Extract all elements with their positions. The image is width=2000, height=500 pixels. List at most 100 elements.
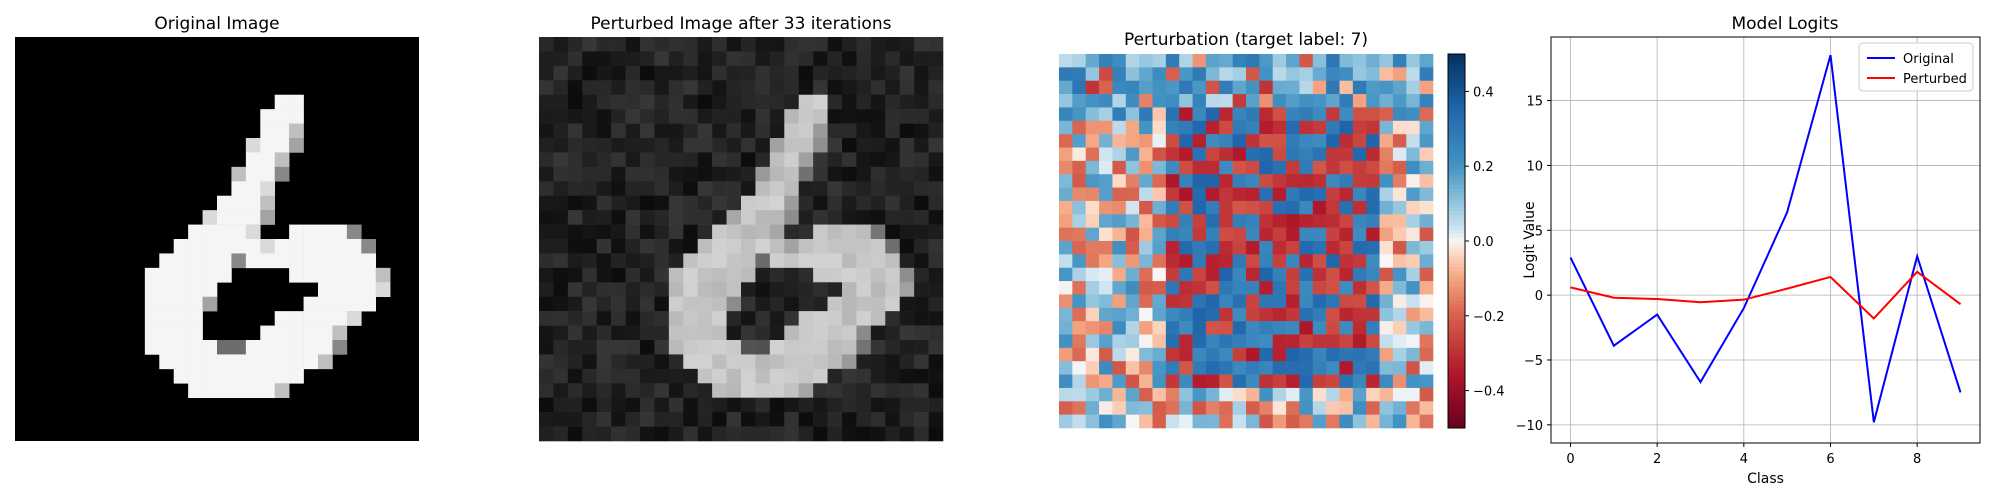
heat-cell (1246, 374, 1260, 389)
pixel (303, 311, 319, 326)
heat-cell (1059, 241, 1073, 255)
pixel (625, 195, 641, 211)
pixel (683, 354, 699, 370)
pixel (332, 267, 348, 283)
heat-cell (1219, 54, 1233, 68)
heat-cell (1366, 254, 1380, 269)
pixel (726, 253, 742, 269)
heat-cell (1419, 334, 1434, 349)
pixel (625, 181, 641, 197)
pixel (784, 239, 800, 254)
pixel (202, 267, 218, 283)
heat-cell (1219, 94, 1233, 108)
pixel (553, 354, 569, 370)
pixel (769, 109, 785, 124)
pixel (798, 65, 814, 81)
heat-cell (1219, 67, 1233, 82)
heat-cell (1099, 80, 1113, 95)
heat-cell (1299, 187, 1314, 202)
pixel (582, 195, 598, 211)
heat-cell (1165, 200, 1180, 215)
y-axis-label: Logit Value (1522, 201, 1538, 278)
pixel (654, 325, 670, 341)
pixel (188, 368, 203, 384)
pixel (188, 282, 203, 298)
heat-cell (1165, 94, 1180, 108)
heat-cell (1246, 134, 1260, 148)
heat-cell (1246, 120, 1260, 135)
pixel (827, 282, 843, 298)
pixel (798, 267, 814, 283)
heat-cell (1192, 200, 1207, 215)
heat-cell (1352, 147, 1367, 162)
pixel (870, 325, 886, 341)
pixel (741, 383, 756, 399)
pixel (899, 94, 915, 110)
pixel (289, 325, 304, 341)
heat-cell (1379, 187, 1394, 202)
heat-cell (1205, 307, 1220, 322)
heat-cell (1419, 401, 1434, 415)
pixel (318, 325, 333, 341)
pixel (769, 37, 785, 52)
pixel (885, 195, 901, 211)
heat-cell (1165, 174, 1180, 188)
pixel (346, 239, 362, 254)
pixel (567, 210, 583, 225)
pixel (914, 224, 929, 240)
pixel (668, 426, 684, 442)
pixel (741, 65, 756, 81)
pixel (914, 195, 929, 211)
pixel (827, 426, 843, 442)
pixel (611, 109, 626, 124)
pixel (856, 210, 872, 225)
heat-cell (1099, 334, 1113, 349)
heat-cell (1205, 281, 1220, 295)
pixel (769, 166, 785, 182)
heat-cell (1192, 67, 1207, 82)
heat-cell (1139, 160, 1153, 175)
heat-cell (1085, 267, 1100, 282)
heat-cell (1085, 254, 1100, 269)
heat-cell (1072, 147, 1087, 162)
heat-cell (1286, 120, 1300, 135)
heat-cell (1286, 267, 1300, 282)
heat-cell (1152, 281, 1167, 295)
pixel (274, 340, 290, 355)
heat-cell (1352, 107, 1367, 122)
heat-cell (1139, 307, 1153, 322)
heat-cell (1219, 294, 1233, 309)
heat-cell (1299, 387, 1314, 402)
pixel (741, 123, 756, 139)
pixel (885, 426, 901, 442)
heat-cell (1192, 254, 1207, 269)
pixel (784, 412, 800, 427)
pixel (914, 311, 929, 326)
pixel (899, 195, 915, 211)
heat-cell (1152, 54, 1167, 68)
heat-cell (1099, 107, 1113, 122)
pixel (928, 282, 944, 298)
pixel (202, 239, 218, 254)
pixel (885, 210, 901, 225)
heat-cell (1286, 147, 1300, 162)
pixel (798, 412, 814, 427)
pixel (553, 282, 569, 298)
pixel (553, 123, 569, 139)
heat-cell (1085, 281, 1100, 295)
heat-cell (1219, 174, 1233, 188)
y-tick-label: 10 (1526, 159, 1543, 174)
heat-cell (1286, 67, 1300, 82)
pixel (625, 412, 641, 427)
heat-cell (1406, 334, 1420, 349)
heat-cell (1059, 54, 1073, 68)
heat-cell (1312, 241, 1327, 255)
heat-cell (1406, 94, 1420, 108)
pixel (914, 94, 929, 110)
pixel (539, 368, 554, 384)
pixel (741, 282, 756, 298)
pixel (798, 253, 814, 269)
pixel (741, 195, 756, 211)
pixel (769, 296, 785, 312)
heat-cell (1339, 160, 1354, 175)
